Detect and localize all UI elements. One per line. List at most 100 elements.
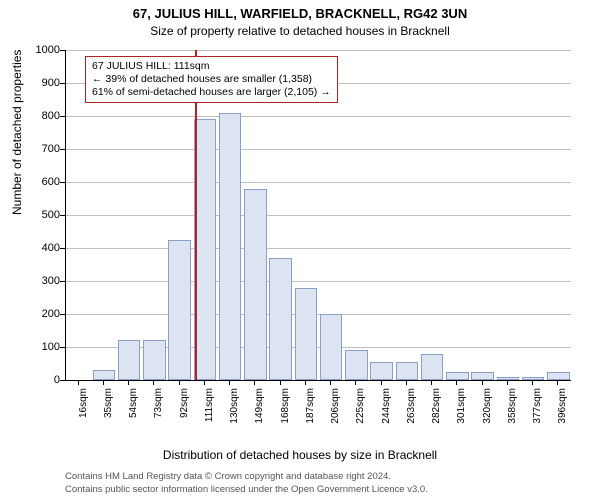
histogram-bar	[168, 240, 191, 380]
x-tick-mark	[557, 380, 558, 385]
histogram-bar	[320, 314, 343, 380]
x-tick-label: 358sqm	[507, 388, 518, 428]
y-tick-mark	[60, 314, 65, 315]
x-tick-mark	[78, 380, 79, 385]
y-tick-mark	[60, 182, 65, 183]
histogram-bar	[396, 362, 419, 380]
y-tick-mark	[60, 83, 65, 84]
x-axis-label: Distribution of detached houses by size …	[0, 448, 600, 462]
x-tick-mark	[153, 380, 154, 385]
chart-container: 67, JULIUS HILL, WARFIELD, BRACKNELL, RG…	[0, 0, 600, 500]
y-tick-mark	[60, 116, 65, 117]
y-tick-label: 300	[30, 275, 60, 287]
annotation-line: ← 39% of detached houses are smaller (1,…	[92, 73, 331, 86]
chart-title-address: 67, JULIUS HILL, WARFIELD, BRACKNELL, RG…	[0, 6, 600, 21]
histogram-bar	[143, 340, 166, 380]
x-tick-label: 73sqm	[153, 388, 164, 428]
x-tick-label: 149sqm	[254, 388, 265, 428]
chart-subtitle: Size of property relative to detached ho…	[0, 24, 600, 38]
histogram-bar	[370, 362, 393, 380]
x-tick-label: 35sqm	[103, 388, 114, 428]
x-tick-label: 225sqm	[355, 388, 366, 428]
footer-line1: Contains HM Land Registry data © Crown c…	[65, 471, 428, 483]
y-tick-mark	[60, 149, 65, 150]
annotation-line: 67 JULIUS HILL: 111sqm	[92, 60, 331, 73]
x-tick-mark	[355, 380, 356, 385]
histogram-bar	[219, 113, 242, 380]
x-tick-label: 396sqm	[557, 388, 568, 428]
histogram-bar	[471, 372, 494, 380]
y-tick-mark	[60, 50, 65, 51]
x-tick-mark	[128, 380, 129, 385]
x-tick-mark	[431, 380, 432, 385]
histogram-bar	[194, 119, 217, 380]
y-tick-label: 0	[30, 374, 60, 386]
x-tick-mark	[381, 380, 382, 385]
x-tick-label: 111sqm	[204, 388, 215, 428]
x-tick-label: 206sqm	[330, 388, 341, 428]
x-tick-mark	[507, 380, 508, 385]
y-tick-label: 700	[30, 143, 60, 155]
y-tick-label: 600	[30, 176, 60, 188]
gridline	[66, 116, 571, 117]
y-tick-label: 200	[30, 308, 60, 320]
footer-line2: Contains public sector information licen…	[65, 484, 428, 496]
y-tick-mark	[60, 347, 65, 348]
y-tick-label: 100	[30, 341, 60, 353]
gridline	[66, 215, 571, 216]
x-tick-label: 282sqm	[431, 388, 442, 428]
x-tick-label: 263sqm	[406, 388, 417, 428]
x-tick-label: 377sqm	[532, 388, 543, 428]
x-tick-label: 16sqm	[78, 388, 89, 428]
gridline	[66, 281, 571, 282]
x-tick-label: 244sqm	[381, 388, 392, 428]
footer-attribution: Contains HM Land Registry data © Crown c…	[65, 471, 428, 496]
y-tick-mark	[60, 281, 65, 282]
y-tick-label: 900	[30, 77, 60, 89]
y-tick-label: 400	[30, 242, 60, 254]
x-tick-mark	[305, 380, 306, 385]
histogram-bar	[93, 370, 116, 380]
x-tick-mark	[103, 380, 104, 385]
gridline	[66, 314, 571, 315]
gridline	[66, 149, 571, 150]
histogram-bar	[295, 288, 318, 380]
x-tick-mark	[406, 380, 407, 385]
histogram-bar	[244, 189, 267, 380]
x-tick-mark	[229, 380, 230, 385]
histogram-bar	[269, 258, 292, 380]
annotation-box: 67 JULIUS HILL: 111sqm← 39% of detached …	[85, 56, 338, 103]
y-tick-label: 800	[30, 110, 60, 122]
histogram-bar	[421, 354, 444, 380]
annotation-line: 61% of semi-detached houses are larger (…	[92, 86, 331, 99]
gridline	[66, 248, 571, 249]
x-tick-label: 54sqm	[128, 388, 139, 428]
x-tick-mark	[204, 380, 205, 385]
x-tick-label: 301sqm	[456, 388, 467, 428]
x-tick-label: 187sqm	[305, 388, 316, 428]
histogram-bar	[345, 350, 368, 380]
histogram-bar	[547, 372, 570, 380]
y-axis-label: Number of detached properties	[10, 50, 24, 215]
x-tick-mark	[482, 380, 483, 385]
y-tick-mark	[60, 248, 65, 249]
x-tick-label: 168sqm	[280, 388, 291, 428]
gridline	[66, 182, 571, 183]
gridline	[66, 50, 571, 51]
x-tick-label: 130sqm	[229, 388, 240, 428]
histogram-bar	[118, 340, 141, 380]
x-tick-mark	[280, 380, 281, 385]
x-tick-mark	[532, 380, 533, 385]
y-tick-mark	[60, 380, 65, 381]
x-tick-mark	[254, 380, 255, 385]
x-tick-label: 92sqm	[179, 388, 190, 428]
y-tick-mark	[60, 215, 65, 216]
y-tick-label: 500	[30, 209, 60, 221]
x-tick-mark	[456, 380, 457, 385]
x-tick-mark	[179, 380, 180, 385]
x-tick-mark	[330, 380, 331, 385]
gridline	[66, 347, 571, 348]
y-tick-label: 1000	[30, 44, 60, 56]
x-tick-label: 320sqm	[482, 388, 493, 428]
histogram-bar	[446, 372, 469, 380]
